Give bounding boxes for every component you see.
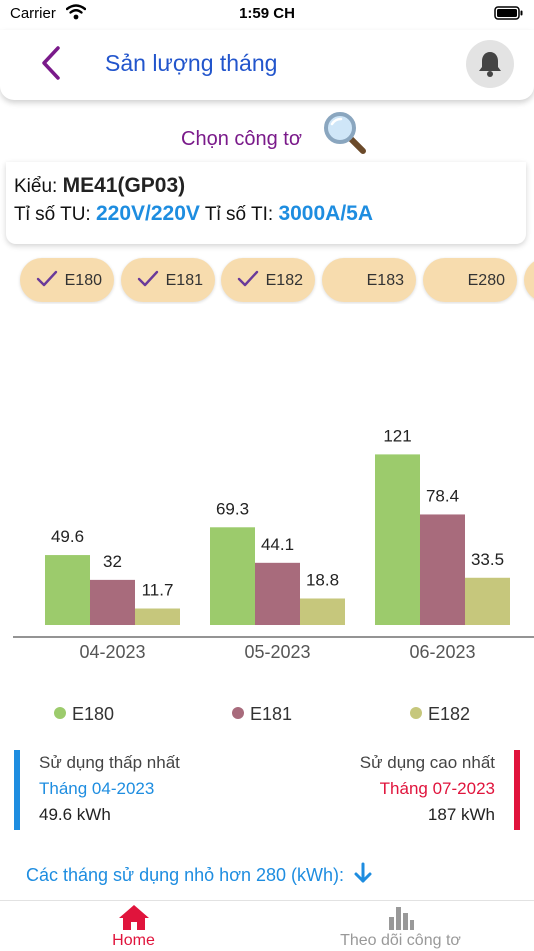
ti-ratio-value: 3000A/5A [278, 202, 373, 225]
tab-meter-tracking-label: Theo dõi công tơ [340, 932, 461, 949]
bar-value-label: 49.6 [51, 527, 84, 546]
bar-value-label: 32 [103, 552, 122, 571]
home-icon [118, 905, 149, 930]
chip-label: E182 [265, 272, 303, 289]
lowest-usage-month: Tháng 04-2023 [39, 779, 155, 798]
check-icon [237, 270, 259, 287]
status-bar: Carrier 1:59 CH [0, 0, 534, 30]
months-below-threshold-link[interactable]: Các tháng sử dụng nhỏ hơn 280 (kWh): [26, 862, 373, 886]
chip-e180[interactable]: E180 [20, 258, 114, 302]
tab-home-label: Home [112, 932, 155, 949]
bar-value-label: 11.7 [142, 581, 174, 600]
bar-e182-04-2023 [135, 608, 180, 625]
meter-type-value: ME41(GP03) [62, 174, 186, 197]
lowest-usage-title: Sử dụng thấp nhất [39, 753, 180, 772]
highest-usage-panel: Sử dụng cao nhất Tháng 07-2023 187 kWh [274, 750, 520, 830]
bottom-tab-bar: Home Theo dõi công tơ [0, 900, 534, 951]
legend-item-e182: E182 [410, 704, 470, 725]
highest-usage-month: Tháng 07-2023 [379, 779, 495, 798]
bar-e181-04-2023 [90, 579, 135, 625]
bar-value-label: 69.3 [216, 499, 249, 518]
bar-value-label: 18.8 [306, 570, 339, 589]
chip-label: E183 [366, 272, 404, 289]
legend-item-e181: E181 [232, 704, 292, 725]
bar-e180-06-2023 [375, 454, 420, 625]
legend-label: E182 [428, 704, 471, 724]
battery-icon [494, 6, 524, 25]
check-icon [137, 270, 159, 287]
bar-e181-06-2023 [420, 514, 465, 625]
x-tick-label: 05-2023 [244, 642, 310, 662]
legend-dot [54, 707, 66, 719]
bar-value-label: 78.4 [426, 486, 459, 505]
bar-chart-icon [388, 907, 414, 930]
register-chips: E180 E181 E182 E183 E280 [0, 256, 534, 304]
status-time: 1:59 CH [239, 5, 295, 22]
bell-icon [479, 52, 501, 77]
ti-ratio-label: Tỉ số TI: [204, 204, 274, 225]
legend-label: E181 [250, 704, 293, 724]
legend-dot [232, 707, 244, 719]
lowest-usage-value: 49.6 kWh [39, 805, 111, 824]
tab-meter-tracking[interactable]: Theo dõi công tơ [267, 901, 534, 951]
carrier-label: Carrier [10, 5, 56, 22]
magnifier-icon[interactable] [322, 110, 368, 161]
notification-button[interactable] [466, 40, 514, 88]
highest-usage-title: Sử dụng cao nhất [359, 753, 495, 772]
check-icon [36, 270, 58, 287]
tu-ratio-value: 220V/220V [96, 202, 200, 225]
meter-select-label: Chọn công tơ [181, 128, 302, 150]
months-below-threshold-text: Các tháng sử dụng nhỏ hơn 280 (kWh): [26, 865, 345, 885]
tu-ratio-label: Tỉ số TU: [14, 204, 91, 225]
legend-label: E180 [72, 704, 115, 724]
bar-e180-05-2023 [210, 527, 255, 625]
bar-value-label: 121 [383, 426, 411, 445]
x-tick-label: 06-2023 [409, 642, 475, 662]
arrow-down-icon [354, 862, 372, 883]
bar-e181-05-2023 [255, 562, 300, 625]
monthly-consumption-chart: 49.6 32 11.7 04-2023 69.3 44.1 18.8 05-2023 121 7… [13, 426, 534, 662]
chip-e183[interactable]: E183 [322, 258, 416, 302]
chevron-left-icon [42, 46, 60, 80]
chip-e280[interactable]: E280 [423, 258, 517, 302]
chip-label: E280 [467, 272, 505, 289]
highest-usage-value: 187 kWh [427, 805, 495, 824]
meter-type-label: Kiểu: [14, 176, 58, 197]
meter-select[interactable]: Chọn công tơ [0, 108, 534, 158]
chip-label: E181 [165, 272, 203, 289]
page-title: Sản lượng tháng [105, 50, 278, 76]
chip-label: E180 [64, 272, 102, 289]
chip-next[interactable] [524, 258, 534, 302]
bar-e182-06-2023 [465, 577, 510, 625]
bar-value-label: 33.5 [471, 550, 504, 569]
legend-item-e180: E180 [54, 704, 114, 725]
lowest-usage-panel: Sử dụng thấp nhất Tháng 04-2023 49.6 kWh [14, 750, 260, 830]
meter-info-card: Kiểu: ME41(GP03) Tỉ số TU: 220V/220V Tỉ … [6, 162, 526, 244]
chip-e182[interactable]: E182 [221, 258, 315, 302]
tab-home[interactable]: Home [0, 901, 267, 951]
app-header: Sản lượng tháng [0, 30, 534, 100]
bar-e182-05-2023 [300, 598, 345, 625]
chip-e181[interactable]: E181 [121, 258, 215, 302]
x-tick-label: 04-2023 [79, 642, 145, 662]
bar-e180-04-2023 [45, 555, 90, 625]
back-button[interactable] [34, 44, 68, 84]
legend-dot [410, 707, 422, 719]
meter-ratio-row: Tỉ số TU: 220V/220V Tỉ số TI: 3000A/5A [14, 202, 373, 226]
meter-type-row: Kiểu: ME41(GP03) [14, 174, 185, 198]
chart-legend: E180 E181 E182 [0, 704, 534, 728]
bar-value-label: 44.1 [261, 535, 294, 554]
wifi-icon [65, 4, 87, 25]
